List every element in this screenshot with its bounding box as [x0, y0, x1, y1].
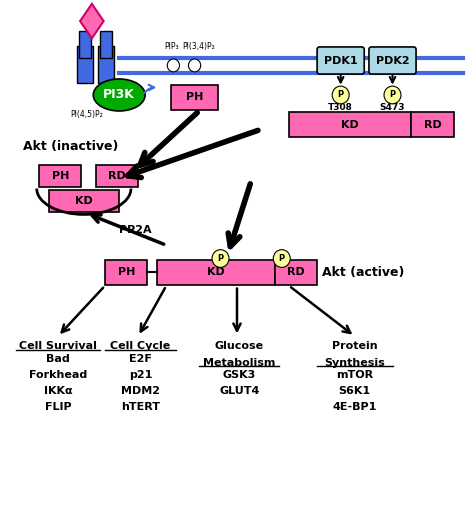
Text: PI3K: PI3K — [103, 88, 135, 101]
Text: KD: KD — [207, 267, 225, 277]
Circle shape — [273, 250, 290, 267]
Text: KD: KD — [341, 120, 359, 129]
Text: P: P — [390, 90, 396, 99]
Text: T308: T308 — [328, 103, 353, 112]
Text: S473: S473 — [380, 103, 405, 112]
Text: Glucose: Glucose — [215, 341, 264, 352]
Text: PP2A: PP2A — [119, 226, 152, 236]
Bar — [275, 260, 317, 284]
Text: Cell Cycle: Cell Cycle — [110, 341, 171, 352]
Text: FLIP: FLIP — [45, 402, 71, 412]
Text: P: P — [218, 254, 224, 263]
Text: MDM2: MDM2 — [121, 386, 160, 396]
Bar — [171, 85, 218, 110]
Circle shape — [384, 86, 401, 104]
Circle shape — [332, 86, 349, 104]
Text: Cell Survival: Cell Survival — [19, 341, 97, 352]
Bar — [100, 31, 112, 58]
Ellipse shape — [93, 79, 145, 111]
Text: mTOR: mTOR — [336, 370, 374, 380]
Text: PI(4,5)P₂: PI(4,5)P₂ — [70, 110, 102, 119]
Text: RD: RD — [424, 120, 441, 129]
Text: 4E-BP1: 4E-BP1 — [333, 402, 377, 412]
Text: Forkhead: Forkhead — [29, 370, 87, 380]
Text: PH: PH — [118, 267, 135, 277]
Text: E2F: E2F — [129, 354, 152, 363]
Text: P: P — [337, 90, 344, 99]
Text: RD: RD — [287, 267, 305, 277]
Bar — [96, 165, 138, 187]
Text: P: P — [279, 254, 285, 263]
FancyBboxPatch shape — [369, 47, 416, 74]
Circle shape — [189, 59, 201, 72]
Bar — [105, 260, 147, 284]
Text: hTERT: hTERT — [121, 402, 160, 412]
Text: PI(3,4)P₂: PI(3,4)P₂ — [182, 42, 215, 51]
Text: PDK1: PDK1 — [324, 56, 357, 66]
Text: Synthesis: Synthesis — [324, 358, 385, 368]
Bar — [77, 46, 93, 83]
Text: Akt (inactive): Akt (inactive) — [23, 140, 118, 153]
Text: KD: KD — [75, 196, 93, 206]
Bar — [157, 260, 275, 284]
Bar — [48, 190, 119, 212]
Polygon shape — [80, 4, 104, 38]
Bar — [79, 31, 91, 58]
Text: GSK3: GSK3 — [223, 370, 256, 380]
Text: PIP₃: PIP₃ — [164, 42, 179, 51]
Text: Akt (active): Akt (active) — [322, 266, 404, 279]
Text: p21: p21 — [129, 370, 152, 380]
Text: PH: PH — [186, 93, 203, 102]
Text: GLUT4: GLUT4 — [219, 386, 260, 396]
Circle shape — [212, 250, 229, 267]
Bar — [39, 165, 82, 187]
Bar — [98, 46, 115, 83]
Bar — [411, 112, 454, 137]
Text: Metabolism: Metabolism — [203, 358, 275, 368]
Text: RD: RD — [108, 171, 126, 181]
Text: PH: PH — [52, 171, 69, 181]
Text: IKKα: IKKα — [44, 386, 72, 396]
Bar — [289, 112, 411, 137]
Circle shape — [167, 59, 180, 72]
Text: Bad: Bad — [46, 354, 70, 363]
FancyBboxPatch shape — [317, 47, 364, 74]
Text: PDK2: PDK2 — [376, 56, 410, 66]
Text: S6K1: S6K1 — [339, 386, 371, 396]
Text: Protein: Protein — [332, 341, 378, 352]
